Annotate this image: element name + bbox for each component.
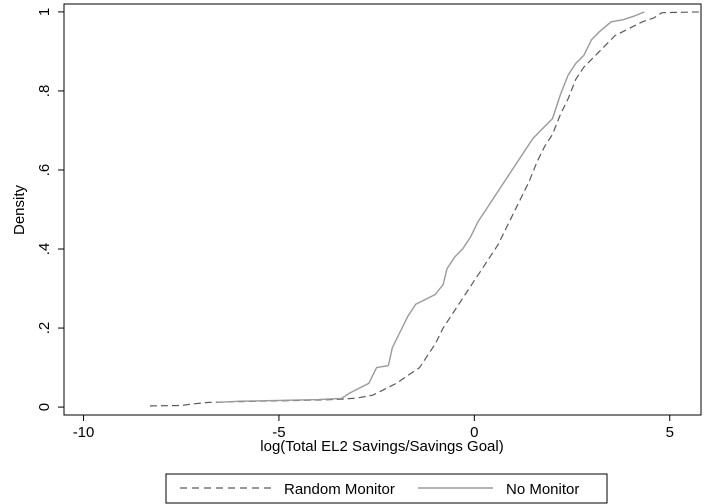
- y-tick-label: .4: [36, 243, 53, 256]
- y-tick-label: .8: [36, 85, 53, 98]
- x-axis-ticks: -10 -5 0 5: [73, 415, 674, 441]
- x-tick-label: -5: [272, 424, 285, 441]
- y-tick-label: .2: [36, 322, 53, 335]
- series-line-random-monitor: [149, 11, 702, 407]
- legend-label-no-monitor: No Monitor: [506, 481, 579, 498]
- y-tick-label: .6: [36, 164, 53, 177]
- x-tick-label: 0: [470, 424, 478, 441]
- legend-box: [165, 473, 608, 504]
- y-axis-ticks: 0 .2 .4 .6 .8 1: [36, 8, 64, 411]
- legend-label-random-monitor: Random Monitor: [284, 481, 395, 498]
- x-axis-title: log(Total EL2 Savings/Savings Goal): [260, 438, 503, 455]
- y-axis-title: Density: [11, 184, 28, 235]
- x-tick-label: -10: [73, 424, 95, 441]
- series-line-no-monitor: [216, 11, 645, 404]
- y-tick-label: 1: [36, 8, 53, 16]
- x-tick-label: 5: [666, 424, 674, 441]
- y-tick-label: 0: [36, 403, 53, 411]
- plot-frame: [63, 3, 702, 416]
- series-layer: [149, 11, 702, 407]
- legend: Random Monitor No Monitor: [165, 473, 608, 504]
